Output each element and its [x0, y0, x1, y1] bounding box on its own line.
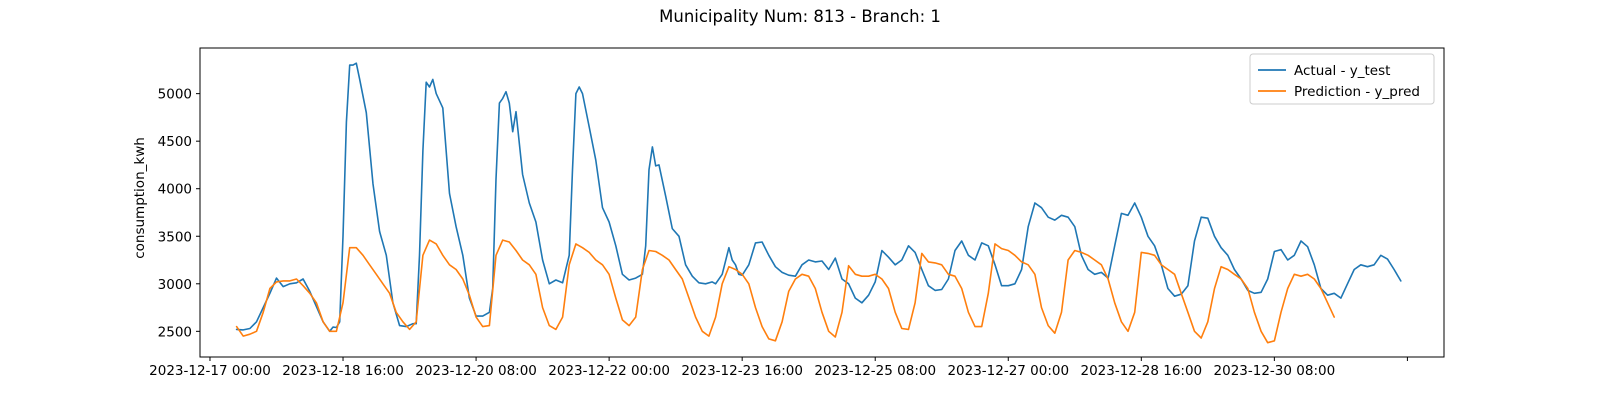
series-line-actual — [235, 62, 1402, 333]
y-tick-label: 5000 — [158, 87, 192, 103]
legend-box — [1249, 53, 1435, 105]
y-tick-label: 2500 — [158, 324, 192, 340]
y-axis: 2500 3000 3500 4000 4500 5000 — [158, 87, 200, 340]
y-tick-label: 4000 — [158, 182, 192, 198]
x-axis: 2023-12-17 00:00 2023-12-18 16:00 2023-12-… — [149, 357, 1408, 379]
axes-frame — [199, 47, 1445, 358]
x-tick-label: 2023-12-28 16:00 — [1080, 363, 1202, 379]
legend-label: Actual - y_test — [1294, 63, 1390, 79]
y-axis-label: consumption_kwh — [132, 137, 148, 259]
y-tick-label: 3000 — [158, 277, 192, 293]
x-tick-label: 2023-12-30 08:00 — [1214, 363, 1336, 379]
x-tick-label: 2023-12-23 16:00 — [681, 363, 803, 379]
x-tick-label: 2023-12-22 00:00 — [548, 363, 670, 379]
x-tick-label: 2023-12-20 08:00 — [415, 363, 537, 379]
legend: Actual - y_test Prediction - y_pred — [1249, 53, 1435, 105]
x-tick-label: 2023-12-25 08:00 — [814, 363, 936, 379]
x-tick-label: 2023-12-27 00:00 — [947, 363, 1069, 379]
plot-area — [235, 62, 1402, 344]
x-tick-label: 2023-12-17 00:00 — [149, 363, 271, 379]
chart-title: Municipality Num: 813 - Branch: 1 — [659, 7, 941, 26]
legend-label: Prediction - y_pred — [1294, 84, 1420, 100]
y-tick-label: 4500 — [158, 134, 192, 150]
x-tick-label: 2023-12-18 16:00 — [282, 363, 404, 379]
y-tick-label: 3500 — [158, 229, 192, 245]
series-line-prediction — [235, 239, 1335, 344]
